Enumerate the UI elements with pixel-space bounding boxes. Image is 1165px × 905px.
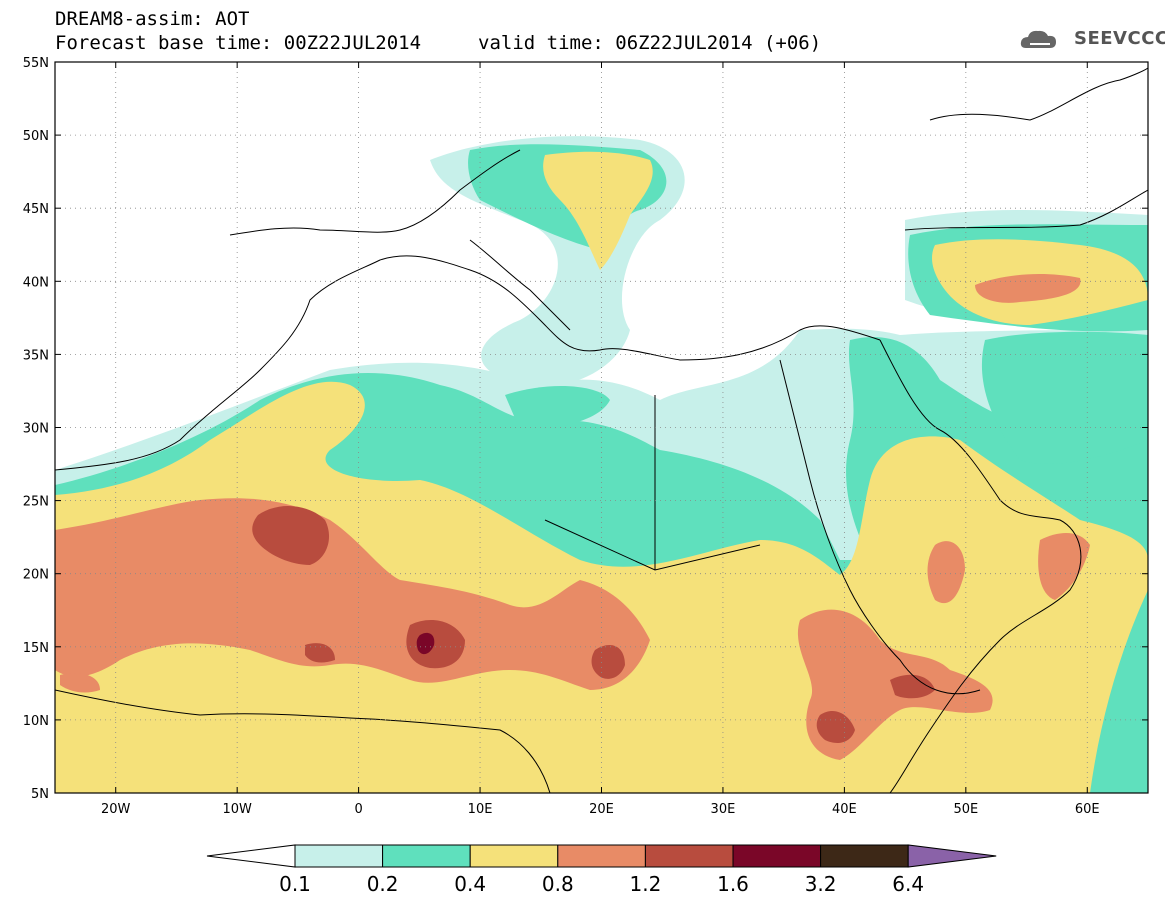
lat-tick-label: 50N [23,129,49,144]
lat-axis: 55N 50N 45N 40N 35N 30N 25N 20N 15N 10N 5N [23,56,1148,802]
lat-tick-label: 25N [23,495,49,510]
lon-axis: 20W 10W 0 10E 20E 30E 40E 50E 60E [101,62,1100,817]
lat-tick-label: 55N [23,56,49,71]
lon-tick-label: 0 [354,802,362,817]
colorbar-swatch [294,844,384,868]
colorbar: 0.1 0.2 0.4 0.8 1.2 1.6 3.2 6.4 [206,844,997,896]
lon-tick-label: 10E [468,802,493,817]
colorbar-label: 0.4 [454,872,486,896]
lat-tick-label: 5N [31,787,49,802]
colorbar-swatch [382,844,471,868]
colorbar-over-triangle [907,844,997,868]
lon-tick-label: 10W [222,802,252,817]
colorbar-swatch [469,844,559,868]
lon-tick-label: 40E [832,802,857,817]
lat-tick-label: 35N [23,348,49,363]
colorbar-label: 3.2 [805,872,837,896]
lat-tick-label: 40N [23,275,49,290]
colorbar-label: 1.2 [629,872,661,896]
coastlines [55,67,1148,793]
logo-cloud-icon [1020,30,1056,48]
colorbar-swatch [732,844,822,868]
lat-tick-label: 20N [23,568,49,583]
colorbar-swatch [820,844,909,868]
gridlines [55,62,1148,793]
lon-tick-label: 20E [589,802,614,817]
colorbar-label: 6.4 [892,872,924,896]
lat-tick-label: 45N [23,202,49,217]
lat-tick-label: 10N [23,714,49,729]
title-line-2: Forecast base time: 00Z22JUL2014 [55,32,422,54]
colorbar-label: 0.8 [542,872,574,896]
lat-tick-label: 15N [23,641,49,656]
title-line-1: DREAM8-assim: AOT [55,8,250,30]
lat-tick-label: 30N [23,422,49,437]
lon-tick-label: 50E [953,802,978,817]
colorbar-under-triangle [206,844,296,868]
colorbar-swatch [644,844,734,868]
colorbar-label: 0.1 [279,872,311,896]
colorbar-label: 0.2 [367,872,399,896]
colorbar-label: 1.6 [717,872,749,896]
lon-tick-label: 20W [101,802,131,817]
lon-tick-label: 60E [1075,802,1100,817]
lon-tick-label: 30E [711,802,736,817]
colorbar-swatch [557,844,646,868]
logo-text: SEEVCCC [1074,28,1165,49]
valid-time: valid time: 06Z22JUL2014 (+06) [478,32,822,54]
